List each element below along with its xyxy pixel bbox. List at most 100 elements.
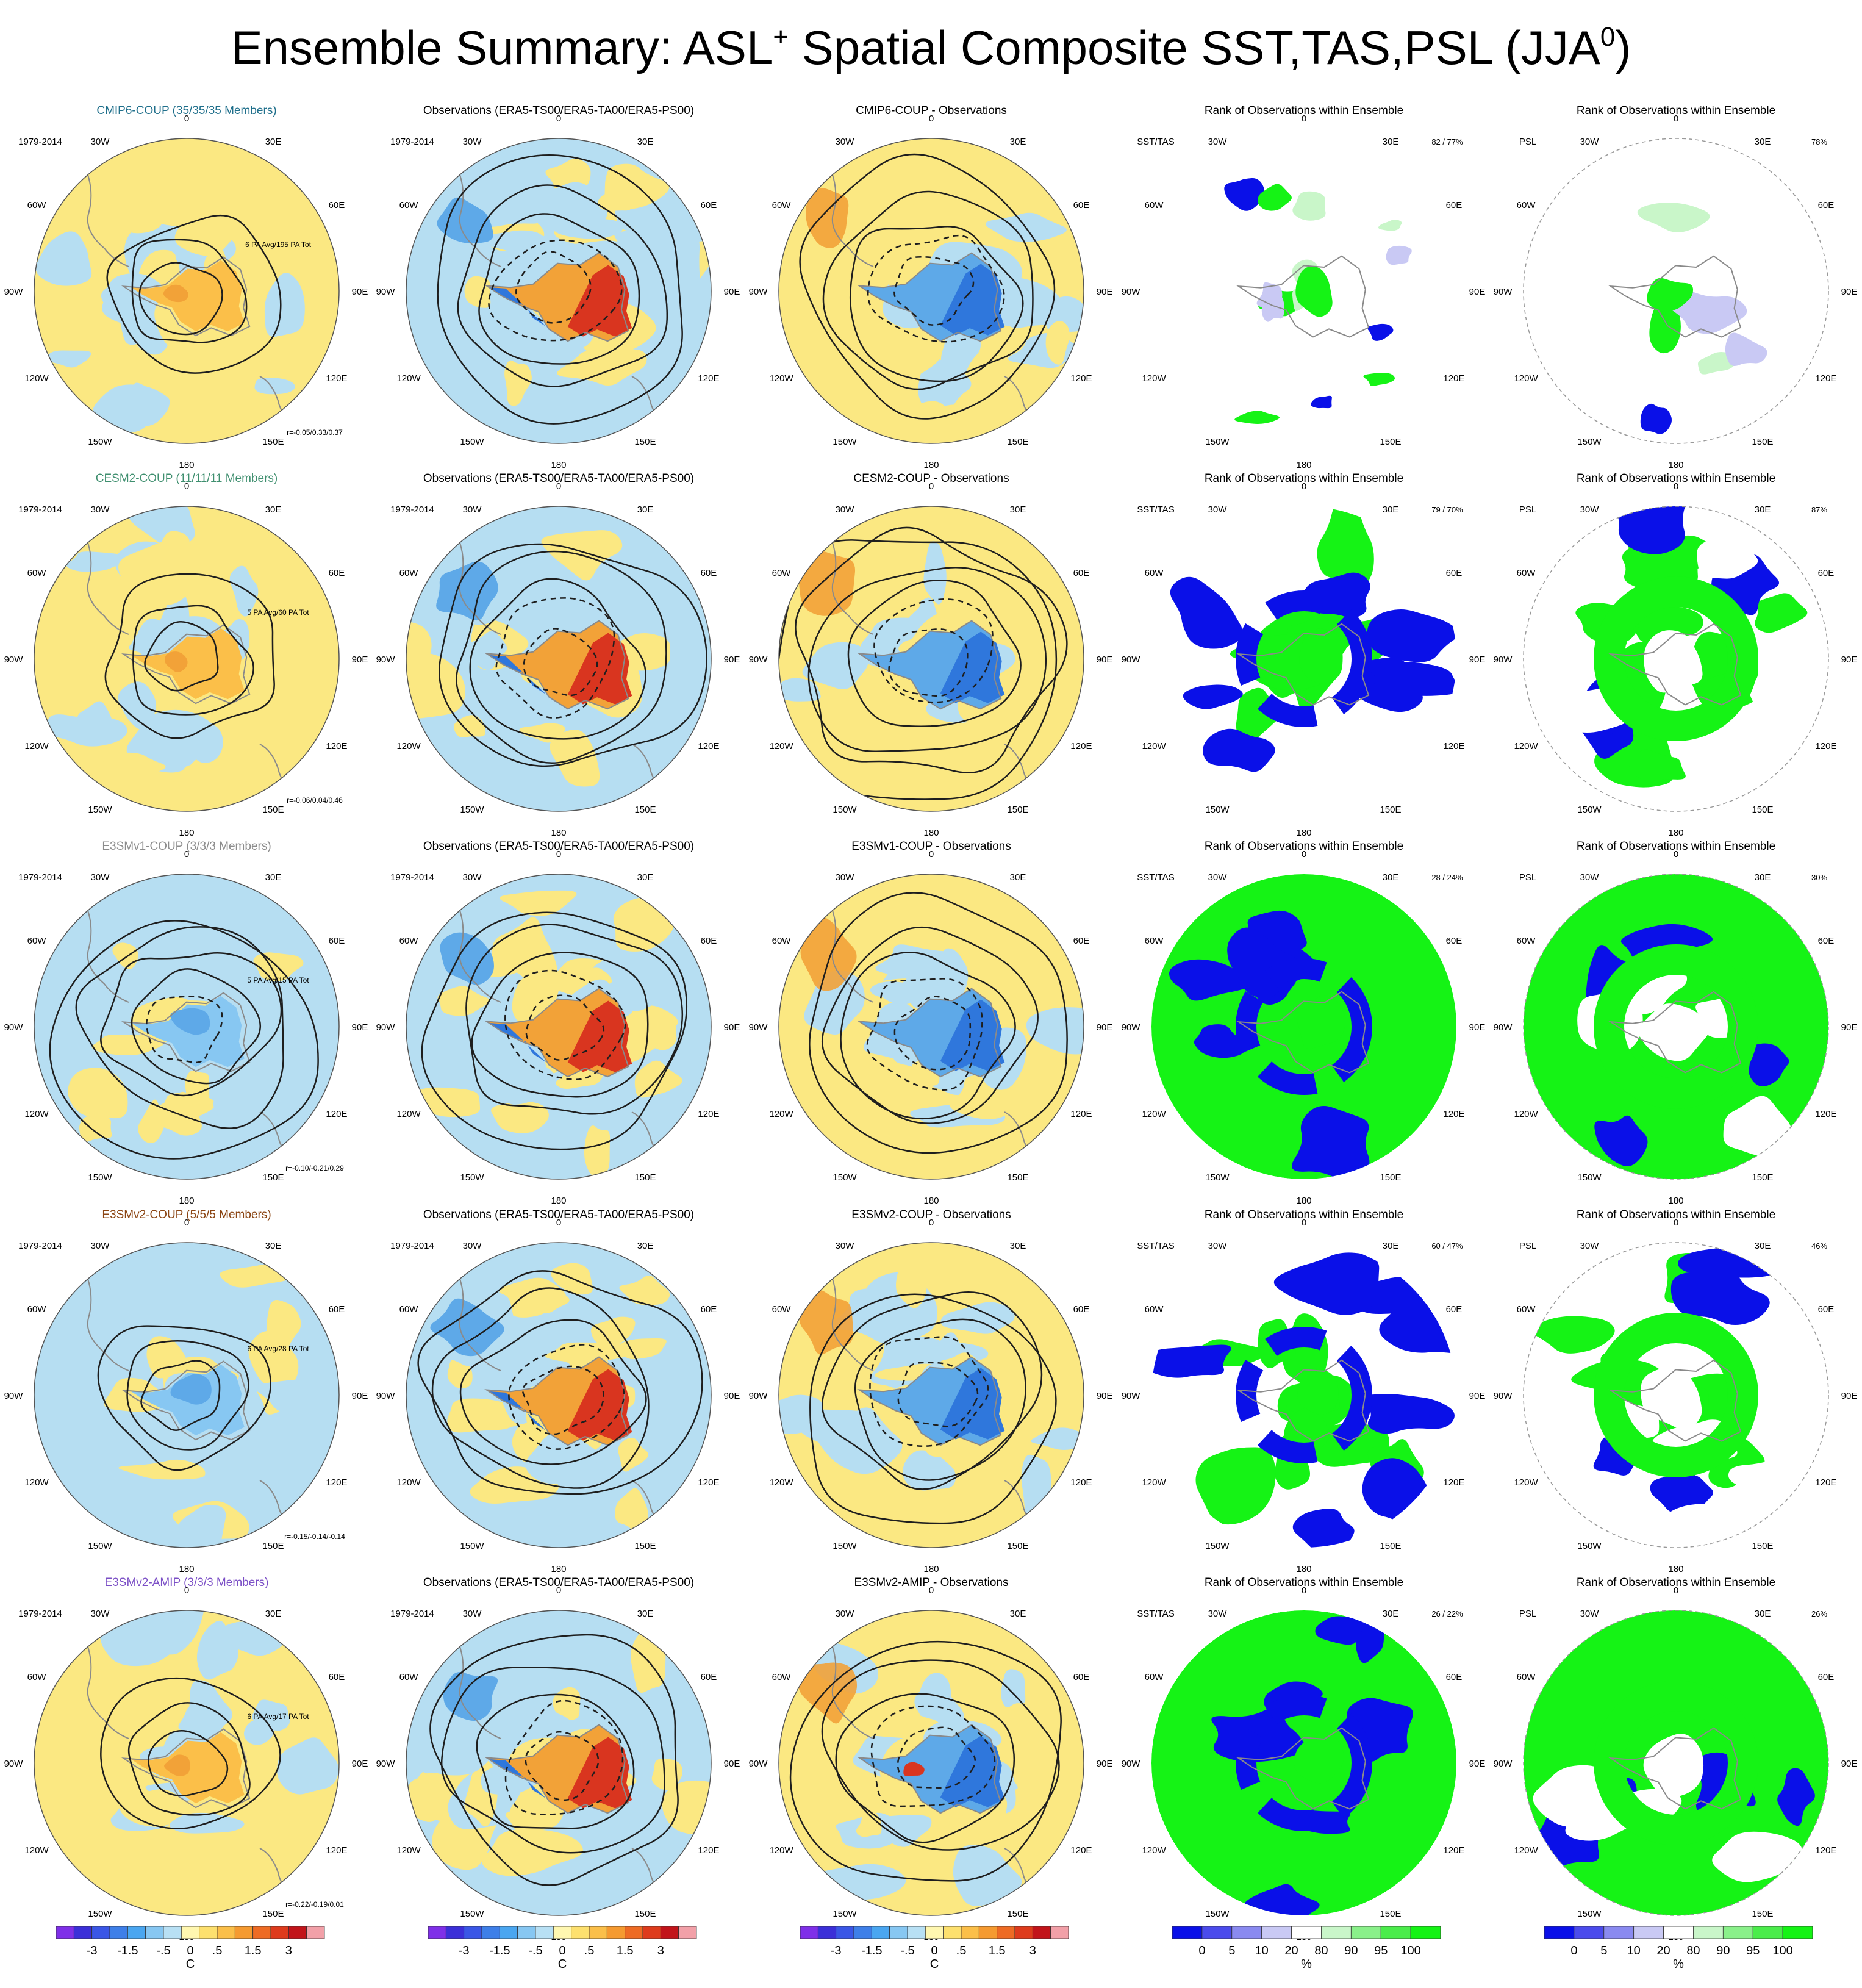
panel-title: Rank of Observations within Ensemble — [1577, 1208, 1775, 1221]
rank-field — [1151, 138, 1456, 443]
panel-r4-c5-lon-label: 150E — [1752, 1541, 1773, 1551]
panel-r4-c4-lon-label: 150E — [1380, 1541, 1401, 1551]
panel-r4-c4-lon-label: 90E — [1469, 1391, 1486, 1401]
colorbar-swatch — [660, 1926, 679, 1939]
panel-r4-c3-lon-label: 120E — [1070, 1477, 1092, 1488]
colorbar-swatch — [73, 1926, 93, 1939]
period-label: 1979-2014 — [390, 137, 434, 147]
panel-r5-c5-lon-label: 150E — [1752, 1909, 1773, 1919]
colorbar-swatch — [1231, 1926, 1262, 1939]
panel-r3-c4-lon-label: 120E — [1443, 1109, 1464, 1119]
panel-r2-c4-lon-label: 120E — [1443, 741, 1464, 752]
panel-r3-c2-lon-label: 30W — [463, 872, 482, 883]
panel-r3-c4-lon-label: 180 — [1296, 1196, 1311, 1206]
panel-r3-c3-lon-label: 90W — [749, 1022, 768, 1033]
colorbar-swatch — [481, 1926, 500, 1939]
panel-r4-c1-lon-label: 90W — [4, 1391, 24, 1401]
colorbar-swatch — [978, 1926, 998, 1939]
panel-r3-c3-lon-label: 60W — [772, 936, 792, 946]
pattern-average-label: 6 PA Avg/195 PA Tot — [245, 240, 312, 249]
colorbar-tick-label: 80 — [1686, 1944, 1700, 1957]
colorbar-swatch — [1782, 1926, 1813, 1939]
panel-r3-c4-lon-label: 30W — [1208, 872, 1228, 883]
panel-r1-c2: Observations (ERA5-TS00/ERA5-TA00/ERA5-P… — [376, 104, 740, 470]
panel-title: CESM2-COUP - Observations — [853, 472, 1009, 485]
colorbar-swatch — [1321, 1926, 1352, 1939]
correlation-label: r=-0.15/-0.14/-0.14 — [284, 1532, 345, 1541]
panel-title: Rank of Observations within Ensemble — [1205, 104, 1403, 117]
colorbar-tick-label: -1.5 — [489, 1944, 510, 1957]
panel-r1-c3-lon-label: 0 — [929, 113, 934, 124]
panel-r2-c3-lon-label: 120W — [769, 741, 793, 752]
colorbar-swatch — [1350, 1926, 1381, 1939]
panel-r4-c4-lon-label: 30E — [1383, 1241, 1399, 1251]
rank-field — [1524, 1243, 1828, 1548]
panel-r3-c2: Observations (ERA5-TS00/ERA5-TA00/ERA5-P… — [376, 840, 740, 1206]
panel-r2-c4-lon-label: 150E — [1380, 805, 1401, 815]
panel-r4-c1-lon-label: 150E — [262, 1541, 284, 1551]
panel-r4-c2-lon-label: 90W — [376, 1391, 396, 1401]
panel-r4-c3-lon-label: 30E — [1010, 1241, 1026, 1251]
panel-r5-c1-lon-label: 90W — [4, 1759, 24, 1769]
panel-r1-c5-lon-label: 120E — [1815, 373, 1836, 384]
panel-title: Rank of Observations within Ensemble — [1577, 1576, 1775, 1589]
panel-r4-c5-lon-label: 60E — [1818, 1304, 1835, 1315]
panel-r1-c2-lon-label: 30W — [463, 137, 482, 147]
panel-r5-c5-lon-label: 150W — [1577, 1909, 1602, 1919]
panel-r4-c3-lon-label: 30W — [836, 1241, 855, 1251]
rank-percent-label: 60 / 47% — [1431, 1241, 1463, 1251]
panel-r1-c3-lon-label: 150W — [833, 437, 857, 447]
panel-r3-c1-lon-label: 150E — [262, 1172, 284, 1183]
panel-r3-c5-lon-label: 60E — [1818, 936, 1835, 946]
panel-r2-c5-lon-label: 0 — [1674, 481, 1678, 492]
panel-r5-c1-lon-label: 120E — [326, 1845, 347, 1856]
variable-label: SST/TAS — [1137, 1241, 1174, 1251]
colorbar-tick-label: 20 — [1656, 1944, 1670, 1957]
colorbar-swatch — [853, 1926, 872, 1939]
panel-title: Rank of Observations within Ensemble — [1577, 104, 1775, 117]
panel-r3-c4-lon-label: 60E — [1446, 936, 1463, 946]
correlation-label: r=-0.22/-0.19/0.01 — [285, 1900, 344, 1909]
colorbar-swatch — [199, 1926, 218, 1939]
panel-r2-c3-lon-label: 150W — [833, 805, 857, 815]
panel-r3-c5-lon-label: 0 — [1674, 849, 1678, 859]
panel-r3-c5-lon-label: 150E — [1752, 1172, 1773, 1183]
panel-r3-c2-lon-label: 120W — [396, 1109, 421, 1119]
panel-r1-c5-lon-label: 120W — [1514, 373, 1538, 384]
panel-r4-c5-lon-label: 90E — [1841, 1391, 1858, 1401]
panel-r1-c5-lon-label: 60W — [1517, 200, 1536, 210]
panel-r5-c3-lon-label: 120E — [1070, 1845, 1092, 1856]
period-label: 1979-2014 — [390, 1241, 434, 1251]
panel-r2-c1-lon-label: 150E — [262, 805, 284, 815]
panel-r4-c2-lon-label: 90E — [724, 1391, 740, 1401]
colorbar-swatch — [270, 1926, 289, 1939]
panel-r2-c1-lon-label: 150W — [88, 805, 112, 815]
colorbar-tick-label: .5 — [956, 1944, 967, 1957]
panel-r5-c3-lon-label: 30E — [1010, 1609, 1026, 1619]
panel-r4-c5-lon-label: 120E — [1815, 1477, 1836, 1488]
panel-r4-c1-lon-label: 120W — [24, 1477, 49, 1488]
panel-r2-c2-lon-label: 60E — [701, 568, 717, 578]
panel-r4-c4-lon-label: 120W — [1142, 1477, 1166, 1488]
panel-r3-c5-lon-label: 180 — [1668, 1196, 1683, 1206]
panel-r4-c5-lon-label: 0 — [1674, 1218, 1678, 1228]
colorbar-swatch — [499, 1926, 518, 1939]
panel-r3-c1-lon-label: 90W — [4, 1022, 24, 1033]
panel-r2-c2-lon-label: 60W — [399, 568, 419, 578]
map-field — [406, 506, 711, 811]
panel-r3-c5-lon-label: 60W — [1517, 936, 1536, 946]
rank-field — [1524, 874, 1828, 1179]
rank-percent-label: 26% — [1811, 1609, 1827, 1618]
colorbar-rank-1: 0 5 10 20 80 90 95 100% — [1172, 1926, 1441, 1971]
colorbar-tick-label: 0 — [559, 1944, 565, 1957]
panel-r2-c5-lon-label: 150E — [1752, 805, 1773, 815]
rank-field — [1524, 138, 1828, 443]
panel-r3-c2-lon-label: 0 — [556, 849, 561, 859]
rank-percent-label: 87% — [1811, 505, 1827, 514]
panel-r1-c3-lon-label: 180 — [923, 460, 939, 470]
panel-r1-c3-lon-label: 30E — [1010, 137, 1026, 147]
panel-r5-c3-lon-label: 150W — [833, 1909, 857, 1919]
